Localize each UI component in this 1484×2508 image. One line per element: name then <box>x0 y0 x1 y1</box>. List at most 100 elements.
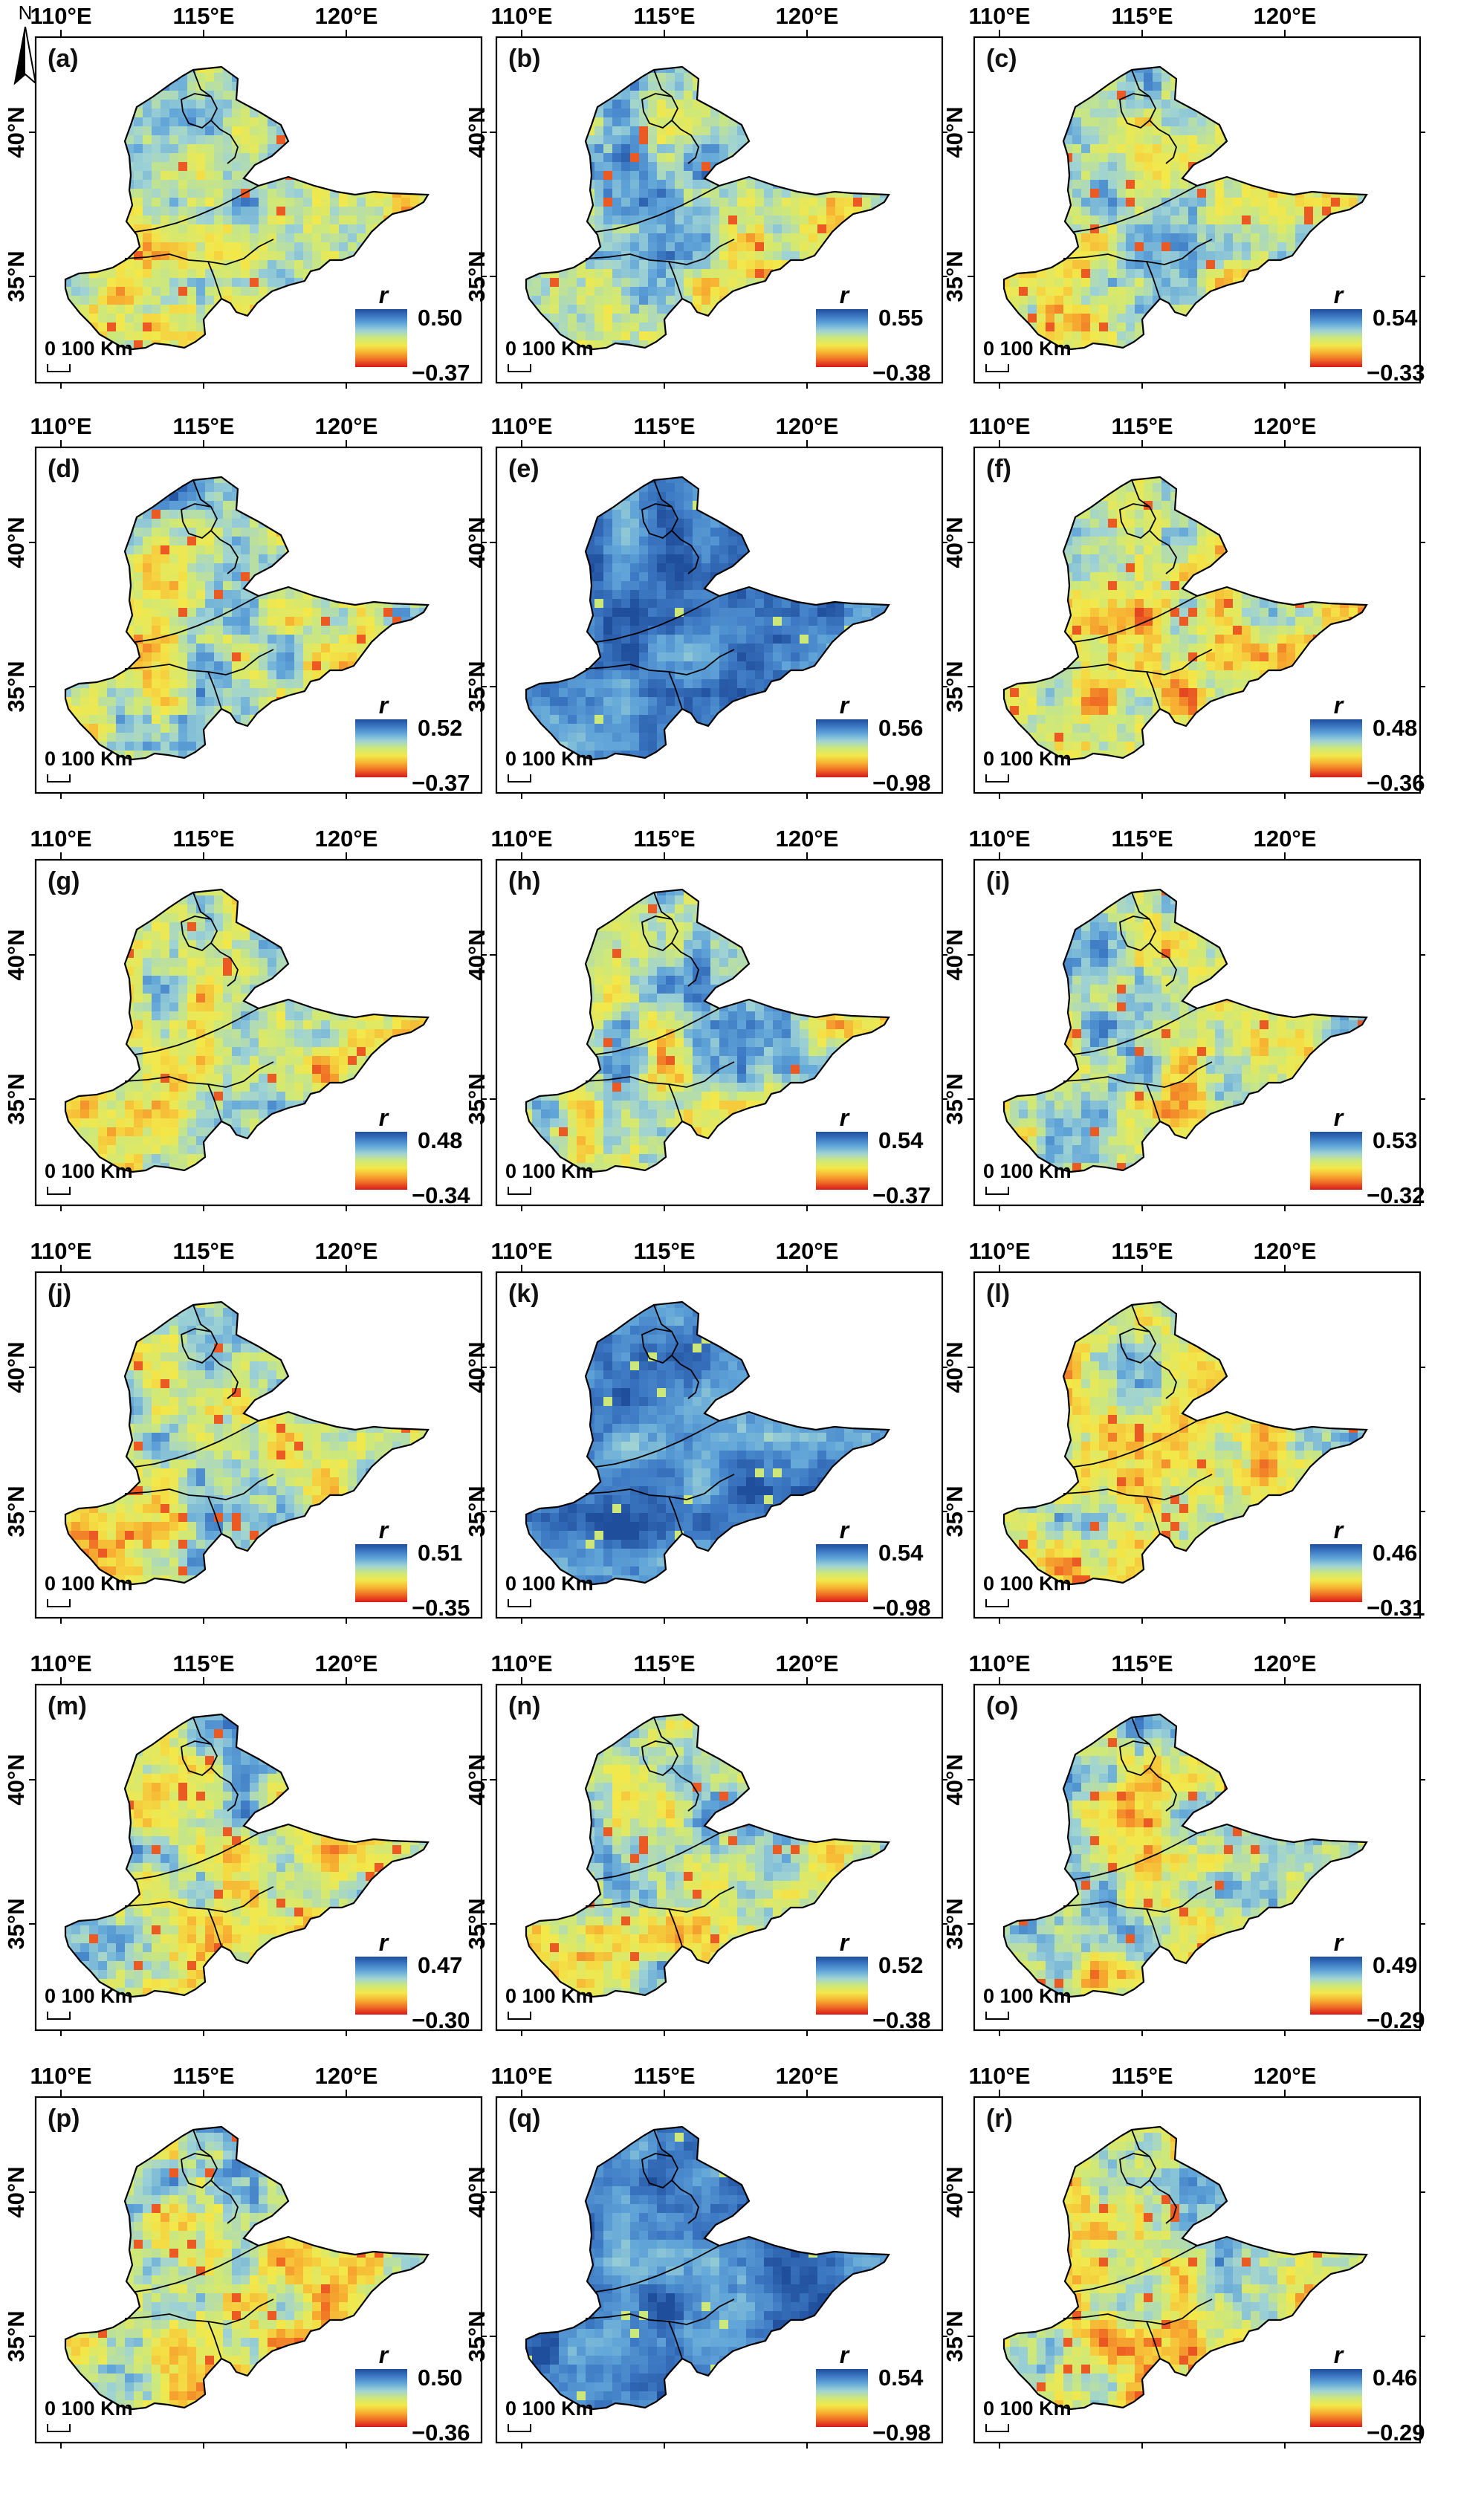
legend-max-value: 0.54 <box>1373 305 1418 331</box>
raster-cell <box>161 153 170 163</box>
raster-cell <box>223 251 233 261</box>
province-boundary <box>210 120 239 164</box>
raster-cell <box>366 617 375 626</box>
raster-cell <box>241 269 250 279</box>
raster-cell <box>348 242 357 252</box>
raster-cell <box>214 233 224 243</box>
raster-cell <box>196 117 206 127</box>
raster-cell <box>205 100 215 109</box>
raster-cell <box>232 207 242 216</box>
raster-cell <box>1197 233 1207 243</box>
raster-cell <box>161 563 170 573</box>
raster-cell <box>339 207 349 216</box>
raster-cell <box>321 198 331 207</box>
raster-cell <box>1170 100 1180 109</box>
raster-cell <box>161 581 170 591</box>
raster-cell <box>532 278 542 288</box>
raster-cell <box>214 545 224 555</box>
raster-cell <box>1206 189 1216 198</box>
raster-cell <box>330 207 340 216</box>
raster-cell <box>773 251 782 261</box>
raster-cell <box>241 590 250 600</box>
raster-cell <box>577 331 586 341</box>
raster-cell <box>178 305 188 314</box>
raster-cell <box>782 216 791 225</box>
raster-cell <box>621 216 631 225</box>
raster-cell <box>693 171 702 181</box>
lon-tick-label: 120°E <box>1254 3 1317 29</box>
raster-cell <box>250 617 259 626</box>
raster-cell <box>259 189 268 198</box>
raster-cell <box>666 233 675 243</box>
raster-cell <box>710 287 720 297</box>
raster-cell <box>196 278 206 288</box>
raster-cell <box>1117 144 1127 154</box>
raster-cell <box>134 251 143 261</box>
raster-cell <box>612 314 622 323</box>
raster-cell <box>1126 314 1135 323</box>
raster-cell <box>187 117 197 127</box>
raster-cell <box>541 278 551 288</box>
raster-cell <box>1224 216 1234 225</box>
raster-cell <box>241 278 250 288</box>
raster-cell <box>702 260 711 270</box>
raster-cell <box>169 135 179 145</box>
raster-cell <box>630 189 640 198</box>
raster-cell <box>1277 242 1287 252</box>
raster-cell <box>250 599 259 609</box>
raster-cell <box>1197 278 1207 288</box>
raster-cell <box>755 224 765 234</box>
raster-cell <box>143 572 152 582</box>
raster-cell <box>648 144 658 154</box>
raster-cell <box>143 251 152 261</box>
raster-cell <box>1090 260 1100 270</box>
raster-cell <box>134 581 143 591</box>
raster-cell <box>853 198 863 207</box>
raster-cell <box>630 224 640 234</box>
raster-cell <box>143 198 152 207</box>
raster-cell <box>1126 108 1135 118</box>
raster-cell <box>169 171 179 181</box>
raster-cell <box>276 590 286 600</box>
raster-cell <box>357 216 366 225</box>
raster-cell <box>205 189 215 198</box>
raster-cell <box>143 162 152 172</box>
raster-cell <box>737 198 747 207</box>
legend-colorbar <box>816 309 868 367</box>
raster-cell <box>250 242 259 252</box>
raster-cell <box>1161 207 1171 216</box>
raster-cell <box>594 144 604 154</box>
raster-cell <box>214 590 224 600</box>
raster-cell <box>826 198 836 207</box>
raster-cell <box>657 323 667 332</box>
raster-cell <box>178 581 188 591</box>
raster-cell <box>1099 207 1109 216</box>
raster-cell <box>1099 198 1109 207</box>
raster-cell <box>728 251 738 261</box>
raster-cell <box>143 331 152 341</box>
raster-cell <box>303 242 313 252</box>
raster-cell <box>817 233 827 243</box>
raster-cell <box>1072 162 1082 172</box>
raster-cell <box>1144 135 1153 145</box>
raster-cell <box>1126 296 1135 305</box>
raster-cell <box>630 100 640 109</box>
raster-cell <box>1108 323 1118 332</box>
raster-cell <box>639 100 649 109</box>
raster-cell <box>728 224 738 234</box>
raster-cell <box>1179 117 1189 127</box>
raster-cell <box>586 260 595 270</box>
raster-cell <box>657 260 667 270</box>
raster-cell <box>205 278 215 288</box>
raster-cell <box>152 323 161 332</box>
raster-cell <box>214 608 224 618</box>
raster-cell <box>871 198 881 207</box>
raster-cell <box>276 233 286 243</box>
raster-cell <box>232 171 242 181</box>
raster-cell <box>782 207 791 216</box>
raster-cell <box>702 135 711 145</box>
raster-cell <box>161 126 170 136</box>
raster-cell <box>782 242 791 252</box>
raster-cell <box>693 117 702 127</box>
raster-cell <box>648 100 658 109</box>
